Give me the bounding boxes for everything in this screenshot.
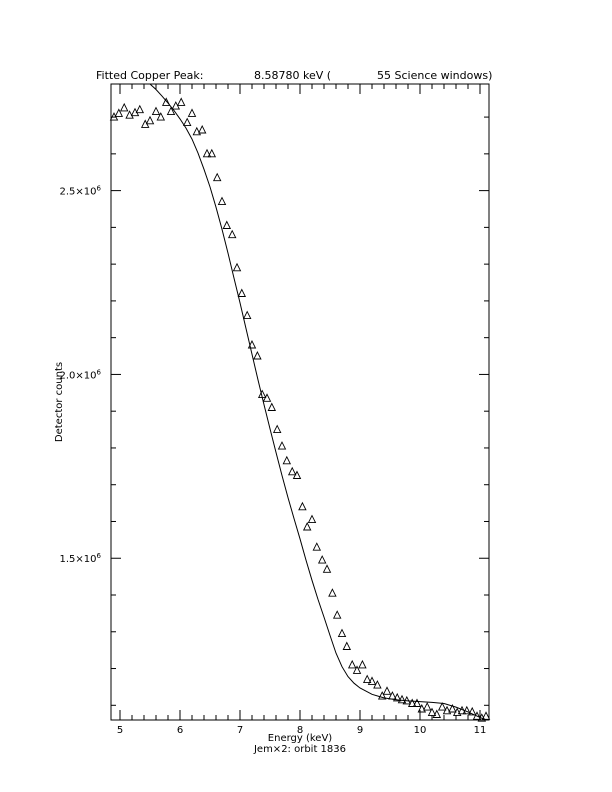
x-tick-label: 5 bbox=[117, 725, 123, 736]
data-point-triangle bbox=[362, 674, 372, 684]
data-point-triangle bbox=[307, 514, 317, 524]
data-point-triangle bbox=[217, 196, 227, 206]
data-point-triangle bbox=[114, 108, 124, 117]
x-tick-label: 7 bbox=[237, 725, 243, 736]
data-point-triangle bbox=[156, 112, 166, 121]
data-point-triangle bbox=[253, 350, 262, 360]
data-point-triangle bbox=[388, 691, 397, 700]
data-point-triangle bbox=[317, 555, 327, 564]
fit-curve-layer bbox=[149, 83, 487, 721]
data-point-triangle bbox=[237, 288, 247, 297]
data-point-triangle bbox=[135, 104, 145, 114]
data-point-triangle bbox=[462, 705, 472, 715]
x-axis-label: Energy (keV) bbox=[268, 733, 333, 744]
x-tick-label: 6 bbox=[177, 725, 183, 736]
data-point-triangle bbox=[417, 703, 427, 713]
data-point-triangle bbox=[422, 702, 432, 711]
chart-subtitle: Jem×2: orbit 1836 bbox=[253, 744, 346, 755]
data-point-triangle bbox=[277, 441, 287, 450]
data-point-triangle bbox=[467, 706, 477, 716]
data-point-triangle bbox=[182, 117, 192, 127]
x-tick-label: 10 bbox=[414, 725, 427, 736]
data-point-triangle bbox=[197, 124, 207, 134]
data-points-layer bbox=[109, 97, 491, 722]
plot-frame bbox=[110, 83, 490, 721]
data-point-triangle bbox=[232, 262, 242, 272]
data-point-triangle bbox=[392, 692, 402, 702]
data-point-triangle bbox=[176, 97, 186, 106]
data-point-triangle bbox=[257, 389, 267, 399]
data-point-triangle bbox=[412, 698, 422, 707]
data-point-triangle bbox=[332, 610, 342, 619]
data-point-triangle bbox=[457, 705, 467, 715]
data-point-triangle bbox=[192, 126, 202, 136]
chart-title-part-2: 8.58780 keV ( bbox=[254, 69, 331, 82]
data-point-triangle bbox=[161, 97, 171, 106]
data-point-triangle bbox=[166, 106, 176, 116]
x-tick-label: 9 bbox=[357, 725, 363, 736]
y-axis-label: Detector counts bbox=[54, 362, 65, 442]
data-point-triangle bbox=[397, 694, 407, 704]
y-tick-label: 1.5×106 bbox=[60, 552, 102, 565]
data-point-triangle bbox=[187, 108, 197, 117]
data-point-triangle bbox=[427, 707, 437, 717]
data-point-triangle bbox=[377, 691, 387, 700]
data-point-triangle bbox=[352, 665, 362, 674]
data-point-triangle bbox=[328, 588, 337, 597]
data-point-triangle bbox=[262, 393, 272, 402]
data-point-triangle bbox=[145, 115, 155, 125]
data-point-triangle bbox=[382, 686, 392, 695]
data-point-triangle bbox=[207, 148, 217, 158]
data-point-triangle bbox=[212, 172, 222, 182]
data-point-triangle bbox=[292, 470, 302, 479]
data-point-triangle bbox=[402, 695, 412, 705]
y-tick-label: 2.0×106 bbox=[60, 368, 102, 381]
data-point-triangle bbox=[481, 711, 491, 720]
data-point-triangle bbox=[298, 501, 307, 511]
data-point-triangle bbox=[472, 711, 482, 720]
data-point-triangle bbox=[125, 110, 134, 119]
fit-curve bbox=[149, 83, 487, 721]
data-point-triangle bbox=[282, 455, 292, 465]
y-axis-ticks: 1.5×106 2.0×106 2.5×106 bbox=[60, 116, 489, 706]
data-point-triangle bbox=[432, 709, 442, 718]
x-axis-ticks: 5 6 7 8 9 10 11 bbox=[117, 84, 487, 736]
data-point-triangle bbox=[407, 698, 417, 707]
data-point-triangle bbox=[119, 102, 129, 112]
data-point-triangle bbox=[373, 680, 382, 689]
data-point-triangle bbox=[287, 466, 297, 476]
data-point-triangle bbox=[367, 676, 377, 685]
chart-title-part-1: Fitted Copper Peak: bbox=[96, 69, 203, 82]
data-point-triangle bbox=[202, 148, 212, 158]
x-tick-label: 11 bbox=[474, 725, 487, 736]
x-tick-label: 8 bbox=[297, 725, 303, 736]
data-point-triangle bbox=[347, 659, 357, 669]
data-point-triangle bbox=[247, 339, 257, 349]
data-point-triangle bbox=[342, 641, 352, 650]
data-point-triangle bbox=[337, 628, 347, 638]
data-point-triangle bbox=[227, 229, 237, 239]
y-tick-label: 2.5×106 bbox=[60, 185, 102, 198]
data-point-triangle bbox=[358, 659, 367, 669]
data-point-triangle bbox=[151, 106, 161, 116]
data-point-triangle bbox=[272, 424, 282, 434]
data-point-triangle bbox=[442, 705, 452, 715]
chart-title-part-3: 55 Science windows) bbox=[377, 69, 492, 82]
data-point-triangle bbox=[322, 564, 332, 573]
data-point-triangle bbox=[312, 542, 322, 551]
data-point-triangle bbox=[437, 702, 447, 711]
data-point-triangle bbox=[222, 220, 232, 229]
data-point-triangle bbox=[302, 521, 312, 531]
data-point-triangle bbox=[267, 402, 277, 411]
data-point-triangle bbox=[242, 310, 252, 320]
data-point-triangle bbox=[448, 703, 457, 713]
